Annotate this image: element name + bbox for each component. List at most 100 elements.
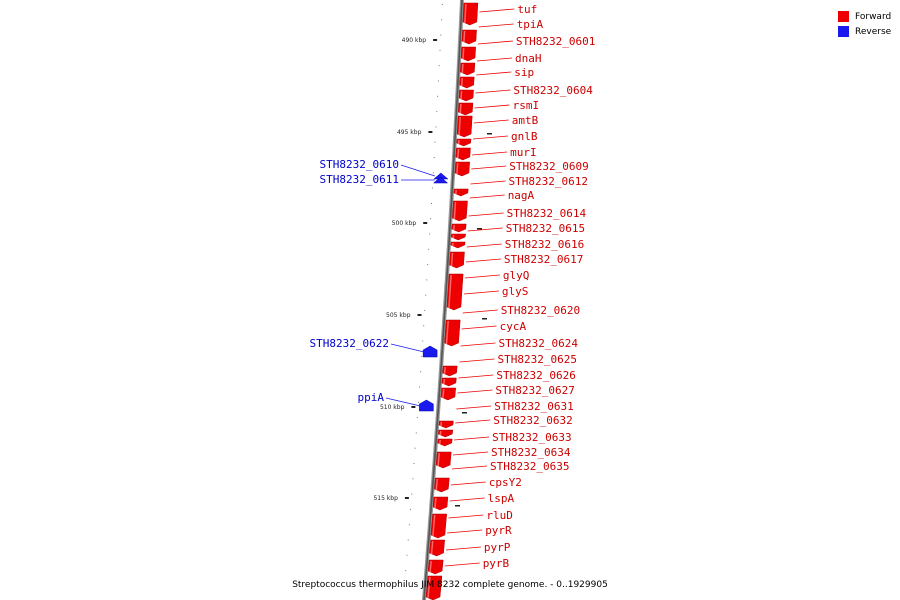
forward-gene-block[interactable] xyxy=(440,387,456,401)
minor-tick xyxy=(437,80,439,82)
leader-line xyxy=(468,212,504,217)
marker xyxy=(482,318,487,320)
forward-gene-block[interactable] xyxy=(435,451,452,469)
leader-line xyxy=(390,343,425,353)
forward-gene-block[interactable] xyxy=(429,539,445,557)
forward-gene-label[interactable]: STH8232_0614 xyxy=(507,207,587,220)
forward-gene-block[interactable] xyxy=(434,477,450,493)
tick-label: 495 kbp xyxy=(397,129,422,136)
forward-gene-block[interactable] xyxy=(438,420,454,429)
reverse-gene-label[interactable]: STH8232_0610 xyxy=(320,158,399,171)
forward-gene-block[interactable] xyxy=(427,559,444,575)
gene-highlight xyxy=(457,148,460,159)
forward-gene-label[interactable]: STH8232_0626 xyxy=(496,369,575,382)
forward-gene-block[interactable] xyxy=(442,365,458,377)
forward-gene-block[interactable] xyxy=(461,29,477,45)
reverse-gene-block[interactable] xyxy=(432,176,449,184)
minor-tick xyxy=(418,401,419,403)
leader-line xyxy=(460,342,496,347)
forward-gene-block[interactable] xyxy=(450,233,466,241)
reverse-gene-block[interactable] xyxy=(422,345,438,358)
forward-gene-block[interactable] xyxy=(454,161,470,177)
forward-gene-label[interactable]: glyS xyxy=(502,285,529,298)
forward-gene-label[interactable]: STH8232_0620 xyxy=(501,304,580,317)
forward-gene-label[interactable]: STH8232_0616 xyxy=(505,238,584,251)
forward-gene-label[interactable]: gnlB xyxy=(511,130,538,143)
forward-gene-block[interactable] xyxy=(449,251,465,269)
legend-reverse[interactable]: Reverse xyxy=(838,24,891,39)
forward-gene-label[interactable]: cycA xyxy=(500,320,527,333)
forward-gene-label[interactable]: rluD xyxy=(486,509,513,522)
forward-gene-block[interactable] xyxy=(460,62,476,76)
forward-gene-label[interactable]: STH8232_0617 xyxy=(504,253,583,266)
leader-line xyxy=(472,135,509,140)
forward-gene-label[interactable]: glyQ xyxy=(503,269,530,282)
gene-highlight xyxy=(456,162,459,175)
forward-gene-block[interactable] xyxy=(459,76,475,89)
reverse-gene-block[interactable] xyxy=(419,399,434,412)
leader-line xyxy=(462,309,498,314)
forward-gene-label[interactable]: STH8232_0604 xyxy=(513,84,593,97)
forward-gene-block[interactable] xyxy=(458,102,474,116)
forward-gene-label[interactable]: lspA xyxy=(488,492,515,505)
forward-gene-block[interactable] xyxy=(456,138,472,147)
forward-gene-label[interactable]: tuf xyxy=(517,3,537,16)
forward-gene-label[interactable]: pyrP xyxy=(484,541,511,554)
forward-gene-label[interactable]: STH8232_0635 xyxy=(490,460,569,473)
forward-gene-block[interactable] xyxy=(438,429,454,438)
forward-gene-label[interactable]: dnaH xyxy=(515,52,542,65)
forward-gene-block[interactable] xyxy=(458,89,474,102)
minor-tick xyxy=(427,264,429,266)
forward-gene-block[interactable] xyxy=(451,223,467,233)
forward-gene-label[interactable]: cpsY2 xyxy=(489,476,522,489)
gene-highlight xyxy=(460,90,463,100)
gene-highlight xyxy=(460,77,463,87)
forward-gene-label[interactable]: tpiA xyxy=(517,18,544,31)
forward-gene-block[interactable] xyxy=(450,241,466,249)
forward-gene-label[interactable]: STH8232_0634 xyxy=(491,446,571,459)
forward-gene-label[interactable]: STH8232_0601 xyxy=(516,35,595,48)
forward-gene-block[interactable] xyxy=(460,46,476,62)
reverse-gene-label[interactable]: ppiA xyxy=(358,391,385,404)
forward-gene-label[interactable]: STH8232_0631 xyxy=(494,400,573,413)
legend-reverse-label: Reverse xyxy=(855,26,892,37)
forward-gene-label[interactable]: STH8232_0612 xyxy=(509,175,588,188)
forward-gene-label[interactable]: rsmI xyxy=(513,99,540,112)
forward-gene-label[interactable]: STH8232_0632 xyxy=(493,414,572,427)
forward-gene-block[interactable] xyxy=(437,438,453,447)
forward-gene-label[interactable]: amtB xyxy=(512,114,539,127)
forward-gene-label[interactable]: sip xyxy=(514,66,534,79)
forward-gene-label[interactable]: STH8232_0633 xyxy=(492,431,571,444)
forward-gene-label[interactable]: murI xyxy=(510,146,536,159)
marker xyxy=(477,228,482,230)
forward-gene-label[interactable]: STH8232_0615 xyxy=(506,222,585,235)
legend-forward[interactable]: Forward xyxy=(838,9,891,24)
reverse-gene-label[interactable]: STH8232_0611 xyxy=(320,173,399,186)
legend-forward-swatch xyxy=(838,11,849,22)
leader-line xyxy=(444,562,480,567)
forward-gene-block[interactable] xyxy=(453,188,469,197)
forward-gene-block[interactable] xyxy=(452,200,468,222)
forward-gene-block[interactable] xyxy=(455,147,471,161)
minor-tick xyxy=(431,202,432,204)
minor-tick xyxy=(428,248,430,250)
marker xyxy=(455,505,460,507)
forward-gene-block[interactable] xyxy=(456,115,473,138)
forward-gene-label[interactable]: STH8232_0609 xyxy=(509,160,588,173)
forward-gene-block[interactable] xyxy=(441,377,457,387)
leader-line xyxy=(454,436,490,441)
forward-gene-block[interactable] xyxy=(432,496,449,511)
major-tick xyxy=(423,222,428,224)
forward-gene-label[interactable]: pyrR xyxy=(485,524,512,537)
forward-gene-label[interactable]: STH8232_0625 xyxy=(498,353,577,366)
forward-gene-block[interactable] xyxy=(462,2,479,26)
minor-tick xyxy=(430,218,432,220)
minor-tick xyxy=(411,493,413,495)
gene-highlight xyxy=(432,514,436,537)
leader-line xyxy=(463,290,499,295)
forward-gene-label[interactable]: pyrB xyxy=(483,557,510,570)
forward-gene-label[interactable]: STH8232_0624 xyxy=(499,337,579,350)
forward-gene-label[interactable]: nagA xyxy=(508,189,535,202)
forward-gene-label[interactable]: STH8232_0627 xyxy=(495,384,574,397)
reverse-gene-label[interactable]: STH8232_0622 xyxy=(310,337,389,350)
